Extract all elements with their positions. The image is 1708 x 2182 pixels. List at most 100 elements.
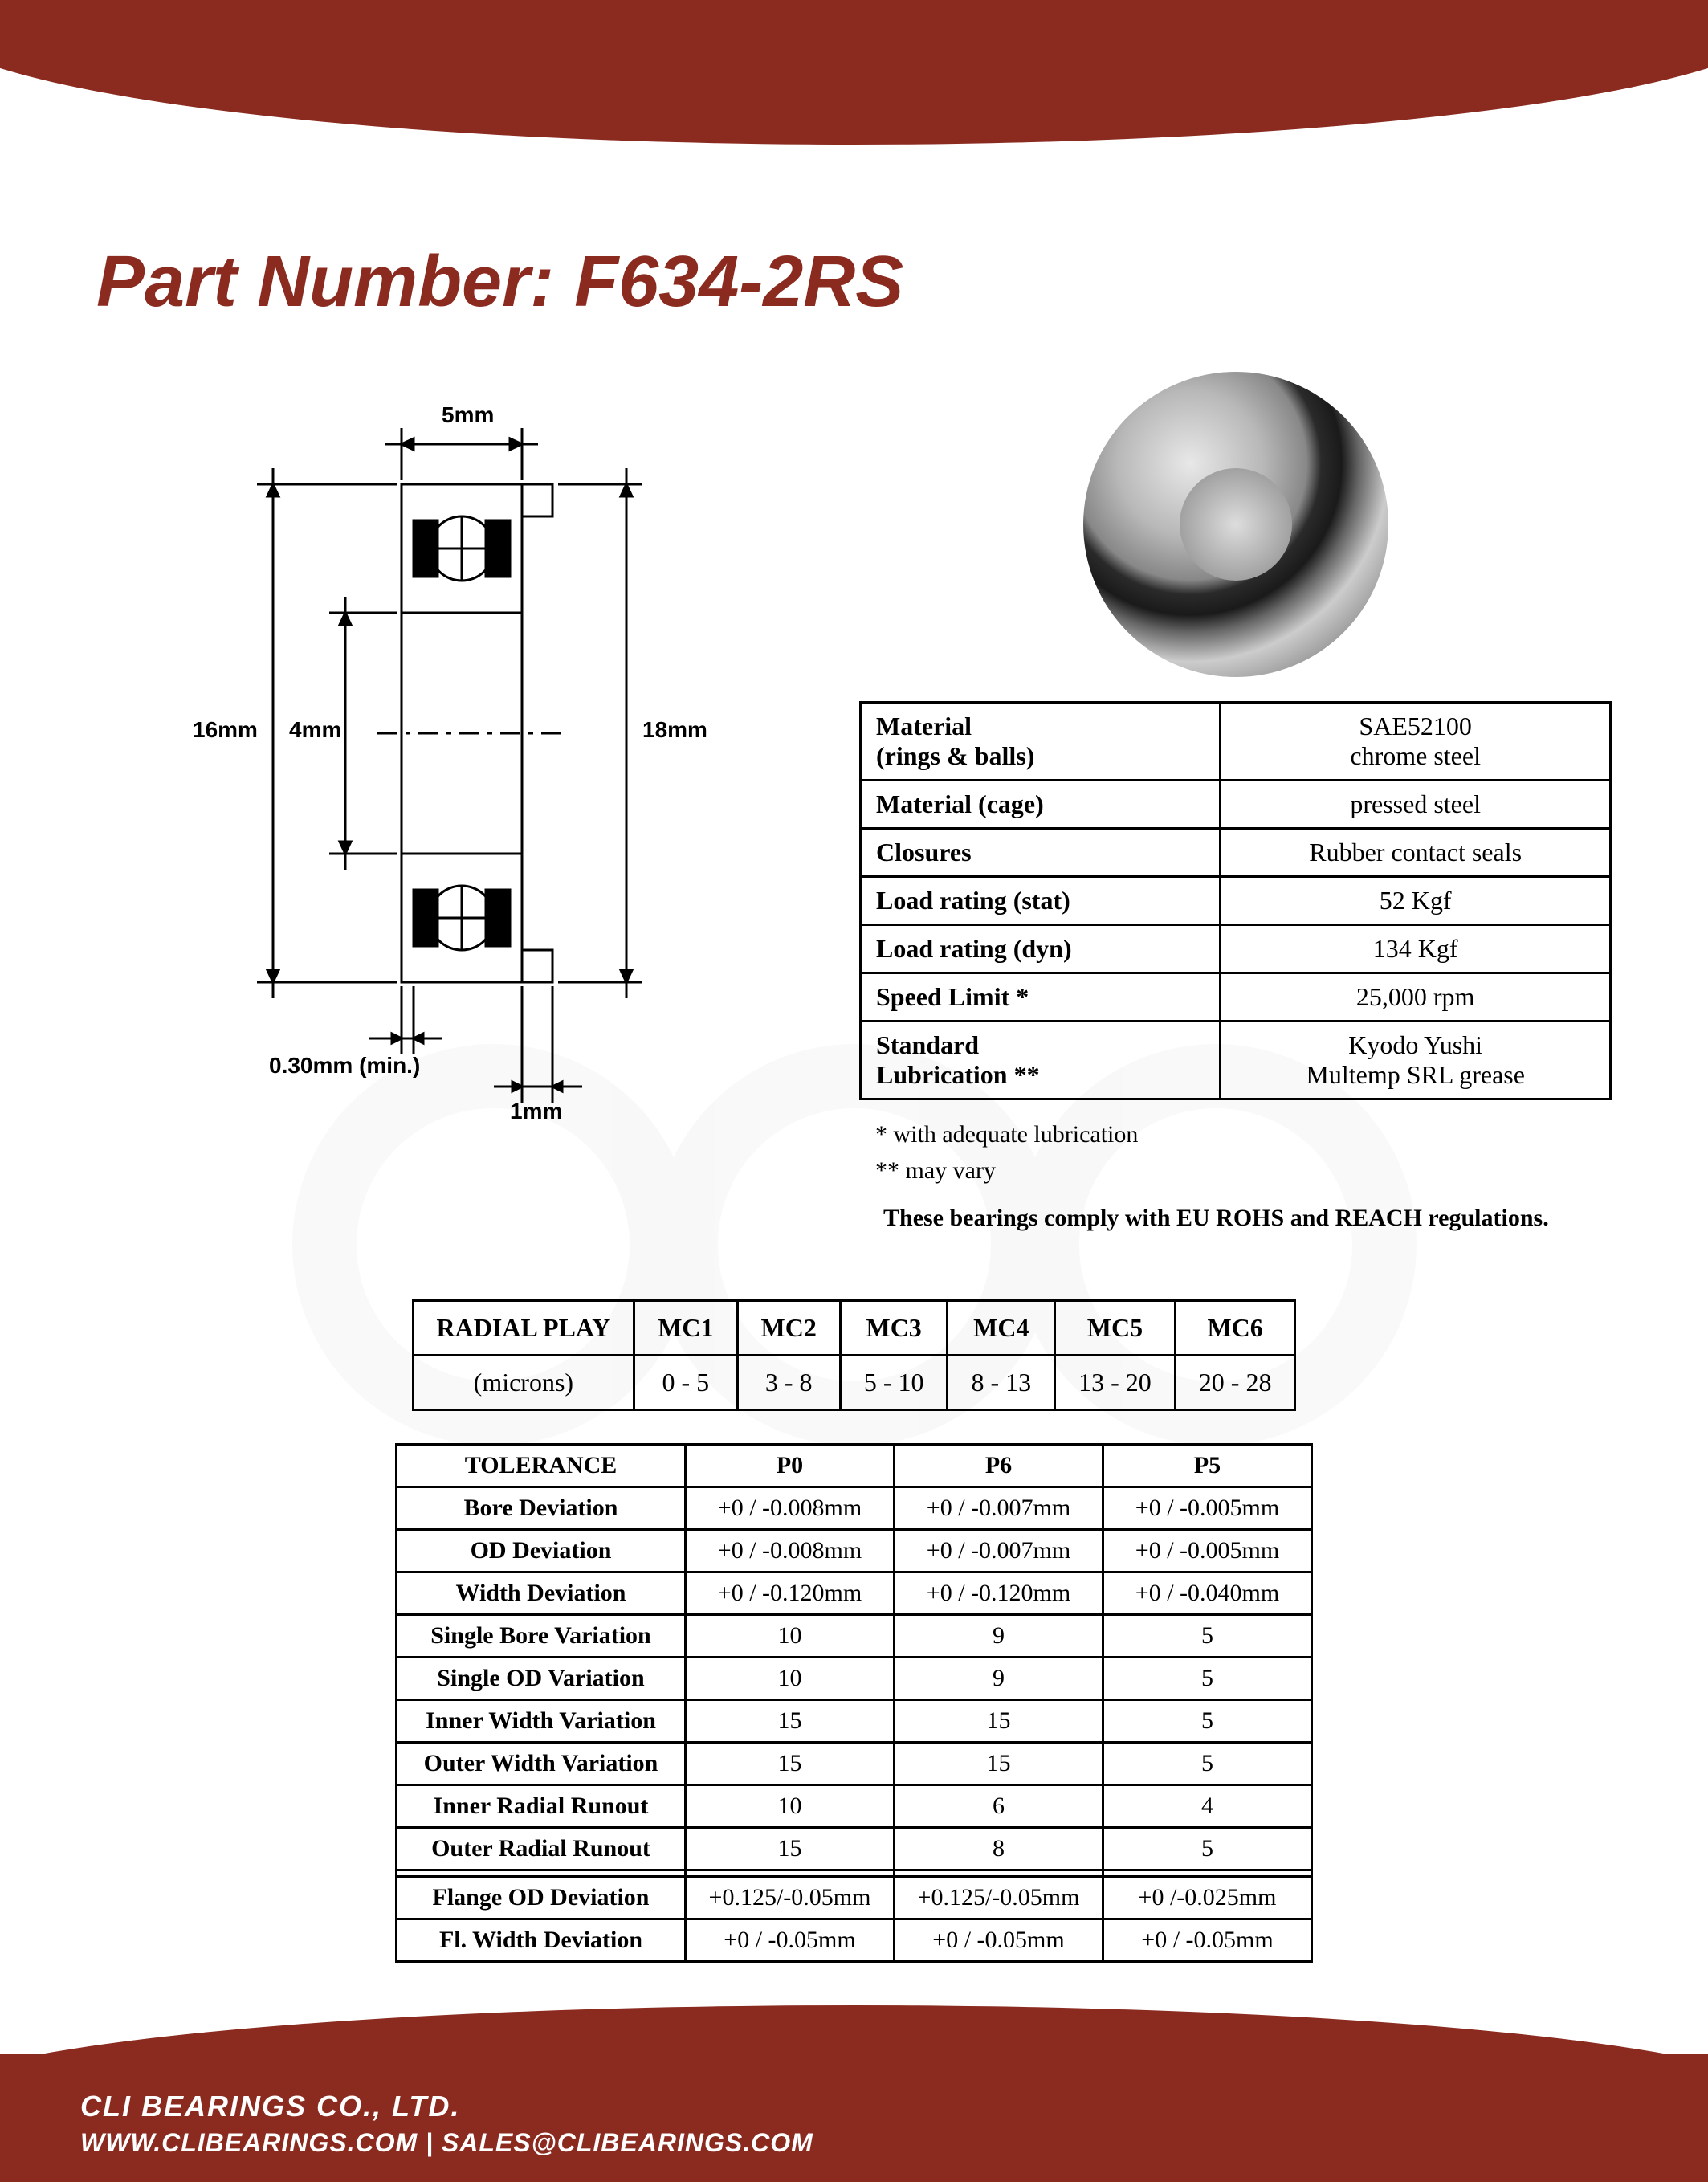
spec-key: Material (rings & balls) — [861, 703, 1221, 781]
tol-cell: +0 / -0.005mm — [1103, 1487, 1312, 1530]
tol-cell: +0.125/-0.05mm — [895, 1877, 1103, 1919]
tol-cell: 5 — [1103, 1615, 1312, 1658]
tol-cell: Outer Radial Runout — [397, 1828, 686, 1870]
tol-cell: +0 / -0.008mm — [686, 1530, 895, 1572]
tol-cell: 10 — [686, 1658, 895, 1700]
radial-cell: 8 - 13 — [948, 1356, 1055, 1410]
spec-value: Rubber contact seals — [1221, 829, 1611, 877]
footer-contact: WWW.CLIBEARINGS.COM | SALES@CLIBEARINGS.… — [80, 2128, 813, 2158]
tol-cell: +0 / -0.05mm — [1103, 1919, 1312, 1962]
page-footer: CLI BEARINGS CO., LTD. WWW.CLIBEARINGS.C… — [0, 2054, 1708, 2182]
tol-cell: 10 — [686, 1785, 895, 1828]
tol-cell: +0 / -0.007mm — [895, 1530, 1103, 1572]
tol-cell: Fl. Width Deviation — [397, 1919, 686, 1962]
radial-header: MC1 — [634, 1301, 737, 1356]
tol-cell: +0.125/-0.05mm — [686, 1877, 895, 1919]
tol-cell: +0 / -0.040mm — [1103, 1572, 1312, 1615]
spec-table: Material (rings & balls)SAE52100 chrome … — [859, 701, 1612, 1100]
tol-cell: +0 / -0.007mm — [895, 1487, 1103, 1530]
tol-cell: 5 — [1103, 1828, 1312, 1870]
tolerance-table: TOLERANCEP0P6P5 Bore Deviation+0 / -0.008… — [395, 1443, 1313, 1963]
radial-cell: 5 - 10 — [840, 1356, 948, 1410]
tol-cell: Outer Width Variation — [397, 1743, 686, 1785]
radial-cell: 0 - 5 — [634, 1356, 737, 1410]
part-value: F634-2RS — [574, 242, 903, 322]
tol-header: TOLERANCE — [397, 1445, 686, 1487]
spec-key: Speed Limit * — [861, 973, 1221, 1022]
radial-play-table: RADIAL PLAYMC1MC2MC3MC4MC5MC6 (microns)0 … — [412, 1299, 1297, 1411]
tol-cell: +0 / -0.05mm — [895, 1919, 1103, 1962]
part-label: Part Number: — [96, 242, 574, 322]
spec-key: Closures — [861, 829, 1221, 877]
footnotes: * with adequate lubrication ** may vary — [859, 1116, 1612, 1189]
radial-cell: (microns) — [413, 1356, 634, 1410]
footnote-1: * with adequate lubrication — [875, 1116, 1612, 1152]
spec-value: Kyodo Yushi Multemp SRL grease — [1221, 1022, 1611, 1099]
tol-cell: 6 — [895, 1785, 1103, 1828]
dim-width-top: 5mm — [442, 402, 494, 428]
radial-header: MC4 — [948, 1301, 1055, 1356]
spec-value: 52 Kgf — [1221, 877, 1611, 925]
tol-cell: +0 / -0.120mm — [895, 1572, 1103, 1615]
dim-od: 16mm — [193, 717, 258, 743]
radial-header: MC3 — [840, 1301, 948, 1356]
radial-cell: 20 - 28 — [1175, 1356, 1295, 1410]
tol-cell: Inner Radial Runout — [397, 1785, 686, 1828]
tol-cell: +0 / -0.120mm — [686, 1572, 895, 1615]
radial-cell: 3 - 8 — [737, 1356, 840, 1410]
tol-cell: 4 — [1103, 1785, 1312, 1828]
tol-cell: OD Deviation — [397, 1530, 686, 1572]
footer-sep: | — [418, 2128, 442, 2157]
tol-cell: Flange OD Deviation — [397, 1877, 686, 1919]
compliance-note: These bearings comply with EU ROHS and R… — [859, 1201, 1612, 1235]
tol-cell: 5 — [1103, 1700, 1312, 1743]
dim-flange-w: 1mm — [510, 1099, 562, 1124]
tol-header: P6 — [895, 1445, 1103, 1487]
tol-cell: 15 — [686, 1743, 895, 1785]
tol-header: P0 — [686, 1445, 895, 1487]
spec-key: Material (cage) — [861, 781, 1221, 829]
tol-cell: +0 /-0.025mm — [1103, 1877, 1312, 1919]
tol-cell: Width Deviation — [397, 1572, 686, 1615]
page-content: Part Number: F634-2RS — [0, 161, 1708, 1963]
tol-cell: 10 — [686, 1615, 895, 1658]
tol-cell: 15 — [895, 1700, 1103, 1743]
spec-value: 134 Kgf — [1221, 925, 1611, 973]
page-header: CLI® BEARINGS — [0, 0, 1708, 161]
technical-diagram: 5mm 16mm 4mm 18mm 0.30mm (min.) 1mm — [96, 372, 779, 1135]
tol-cell: 15 — [686, 1700, 895, 1743]
radial-header: MC6 — [1175, 1301, 1295, 1356]
spec-key: Load rating (stat) — [861, 877, 1221, 925]
spec-key: Standard Lubrication ** — [861, 1022, 1221, 1099]
tol-cell: +0 / -0.005mm — [1103, 1530, 1312, 1572]
radial-header: RADIAL PLAY — [413, 1301, 634, 1356]
product-photo — [1083, 372, 1388, 677]
dim-chamfer: 0.30mm (min.) — [269, 1053, 420, 1079]
tol-cell: +0 / -0.008mm — [686, 1487, 895, 1530]
footer-email: SALES@CLIBEARINGS.COM — [442, 2128, 813, 2157]
radial-header: MC5 — [1055, 1301, 1176, 1356]
spec-value: SAE52100 chrome steel — [1221, 703, 1611, 781]
spec-key: Load rating (dyn) — [861, 925, 1221, 973]
tol-cell: 15 — [686, 1828, 895, 1870]
dim-flange-od: 18mm — [642, 717, 707, 743]
tol-cell: 9 — [895, 1658, 1103, 1700]
footer-company: CLI BEARINGS CO., LTD. — [80, 2090, 813, 2123]
radial-header: MC2 — [737, 1301, 840, 1356]
tol-cell: 8 — [895, 1828, 1103, 1870]
tol-cell: 9 — [895, 1615, 1103, 1658]
footnote-2: ** may vary — [875, 1152, 1612, 1189]
tol-header: P5 — [1103, 1445, 1312, 1487]
footer-web: WWW.CLIBEARINGS.COM — [80, 2128, 418, 2157]
tol-cell: 15 — [895, 1743, 1103, 1785]
tol-cell: Bore Deviation — [397, 1487, 686, 1530]
part-number-title: Part Number: F634-2RS — [96, 241, 1612, 324]
dim-id: 4mm — [289, 717, 341, 743]
radial-cell: 13 - 20 — [1055, 1356, 1176, 1410]
tol-cell: Inner Width Variation — [397, 1700, 686, 1743]
spec-value: pressed steel — [1221, 781, 1611, 829]
tol-cell: Single Bore Variation — [397, 1615, 686, 1658]
tol-cell: 5 — [1103, 1658, 1312, 1700]
tol-cell: +0 / -0.05mm — [686, 1919, 895, 1962]
spec-value: 25,000 rpm — [1221, 973, 1611, 1022]
